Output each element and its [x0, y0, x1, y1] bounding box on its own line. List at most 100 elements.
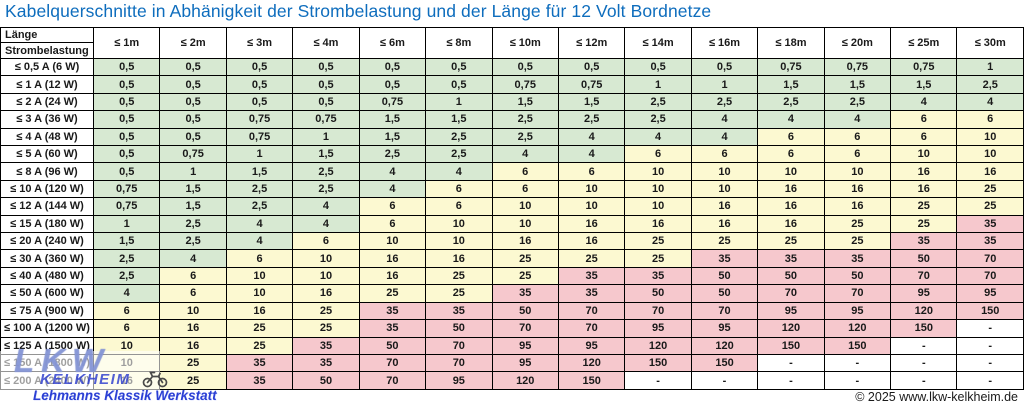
table-cell: 0,5 — [358, 75, 427, 94]
table-cell: 0,75 — [225, 110, 294, 129]
column-header: ≤ 4m — [292, 27, 360, 59]
table-row: ≤ 4 A (48 W) 0,5 0,5 0,75 1 1,5 2,5 2,5 4 4 4 6 6 6 10 — [0, 127, 1024, 147]
table-cell: 1,5 — [358, 110, 427, 129]
table-cell: 70 — [890, 266, 958, 286]
table-cell: 6 — [425, 179, 493, 199]
table-cell: 0,5 — [292, 57, 360, 77]
table-cell: - — [823, 371, 892, 390]
table-cell: 2,5 — [491, 110, 559, 129]
table-cell: 0,75 — [92, 179, 161, 199]
table-cell: 4 — [757, 110, 825, 129]
table-cell: 25 — [358, 284, 427, 303]
table-cell: 35 — [757, 249, 825, 268]
table-cell: 25 — [159, 353, 227, 373]
table-cell: 1,5 — [225, 162, 294, 181]
table-cell: 0,75 — [890, 57, 958, 77]
table-cell: 6 — [823, 127, 892, 147]
table-cell: - — [823, 353, 892, 373]
table-cell: 16 — [159, 319, 227, 338]
table-cell: 25 — [225, 336, 294, 355]
table-cell: 10 — [557, 197, 626, 216]
table-cell: 95 — [557, 336, 626, 355]
table-cell: 6 — [757, 145, 825, 164]
table-cell: 10 — [159, 301, 227, 321]
table-cell: 35 — [358, 301, 427, 321]
table-cell: 35 — [491, 284, 559, 303]
header-row: Länge Strombelastung ≤ 1m ≤ 2m ≤ 3m ≤ 4m ≤ 6… — [0, 27, 1024, 59]
table-cell: 1,5 — [890, 75, 958, 94]
table-cell: 0,75 — [92, 197, 161, 216]
table-cell: 4 — [690, 127, 759, 147]
table-cell: - — [757, 371, 825, 390]
table-cell: 70 — [358, 353, 427, 373]
table-cell: 2,5 — [757, 92, 825, 112]
table-cell: 1 — [292, 127, 360, 147]
cable-cross-section-table: Länge Strombelastung ≤ 1m ≤ 2m ≤ 3m ≤ 4m ≤ 6… — [0, 27, 1024, 390]
table-cell: 10 — [624, 197, 692, 216]
table-cell: 70 — [425, 336, 493, 355]
table-cell: 0,5 — [225, 57, 294, 77]
corner-label-strombelastung: Strombelastung — [5, 45, 89, 57]
table-cell: 16 — [557, 214, 626, 234]
table-cell: 25 — [557, 249, 626, 268]
column-header: ≤ 10m — [491, 27, 559, 59]
table-cell: 6 — [159, 284, 227, 303]
table-cell: 16 — [557, 232, 626, 251]
table-cell: 4 — [690, 110, 759, 129]
table-cell: 150 — [757, 336, 825, 355]
row-label: ≤ 1 A (12 W) — [0, 75, 94, 94]
table-row: ≤ 30 A (360 W) 2,5 4 6 10 16 16 25 25 25 35 35 35 50 7… — [0, 249, 1024, 268]
table-cell: 95 — [890, 284, 958, 303]
table-cell: 25 — [890, 214, 958, 234]
table-cell: 2,5 — [92, 249, 161, 268]
table-cell: 25 — [491, 266, 559, 286]
table-cell: 2,5 — [956, 75, 1024, 94]
table-cell: 10 — [890, 145, 958, 164]
column-header: ≤ 30m — [956, 27, 1024, 59]
table-cell: 2,5 — [292, 162, 360, 181]
table-cell: 50 — [292, 371, 360, 390]
table-cell: 6 — [491, 162, 559, 181]
column-header: ≤ 8m — [425, 27, 493, 59]
table-cell: 6 — [690, 145, 759, 164]
row-label: ≤ 20 A (240 W) — [0, 232, 94, 251]
table-cell: 1,5 — [358, 127, 427, 147]
table-cell: 0,5 — [358, 57, 427, 77]
table-cell: - — [624, 371, 692, 390]
table-cell: 70 — [956, 249, 1024, 268]
table-cell: 120 — [690, 336, 759, 355]
table-cell: 10 — [491, 197, 559, 216]
table-cell: 10 — [292, 266, 360, 286]
table-cell: 10 — [823, 162, 892, 181]
table-cell: 50 — [624, 284, 692, 303]
table-cell: 35 — [690, 249, 759, 268]
table-cell: 0,5 — [425, 75, 493, 94]
table-cell: 0,5 — [491, 57, 559, 77]
table-cell: 10 — [92, 336, 161, 355]
table-cell: 150 — [690, 353, 759, 373]
table-cell: 10 — [491, 214, 559, 234]
table-cell: 4 — [624, 127, 692, 147]
table-cell: 10 — [92, 353, 161, 373]
table-cell: 1,5 — [757, 75, 825, 94]
table-row: ≤ 100 A (1200 W) 6 16 25 25 35 50 70 70 95 95 120 12… — [0, 319, 1024, 338]
table-cell: 16 — [624, 214, 692, 234]
column-header: ≤ 18m — [757, 27, 825, 59]
row-label: ≤ 50 A (600 W) — [0, 284, 94, 303]
table-cell: 10 — [624, 162, 692, 181]
table-cell: 1,5 — [92, 232, 161, 251]
table-cell: 0,75 — [557, 75, 626, 94]
row-label: ≤ 4 A (48 W) — [0, 127, 94, 147]
table-cell: 50 — [358, 336, 427, 355]
table-cell: 1,5 — [823, 75, 892, 94]
table-cell: 10 — [225, 284, 294, 303]
table-cell: 150 — [823, 336, 892, 355]
table-cell: 95 — [491, 336, 559, 355]
row-label: ≤ 75 A (900 W) — [0, 301, 94, 321]
table-cell: 25 — [491, 249, 559, 268]
table-cell: 1,5 — [159, 197, 227, 216]
table-cell: 10 — [956, 145, 1024, 164]
table-cell: 0,5 — [92, 57, 161, 77]
table-cell: 95 — [956, 284, 1024, 303]
table-cell: 6 — [358, 197, 427, 216]
